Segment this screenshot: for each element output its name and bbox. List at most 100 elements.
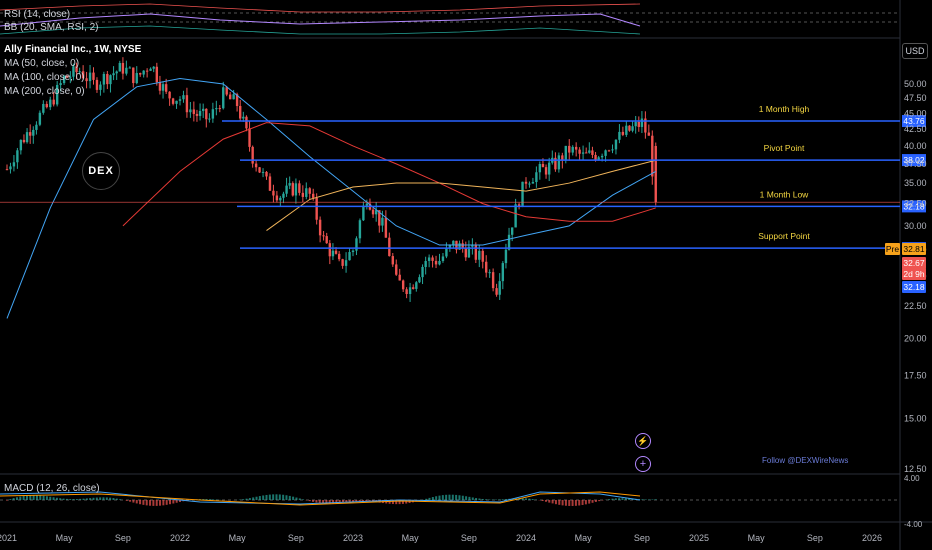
macd-histogram-bar bbox=[155, 500, 158, 506]
candle-body bbox=[25, 132, 29, 143]
macd-histogram-bar bbox=[485, 499, 488, 500]
candle-body bbox=[445, 248, 448, 257]
macd-legend[interactable]: MACD (12, 26, close) bbox=[4, 483, 100, 494]
macd-histogram-bar bbox=[322, 500, 325, 504]
level-label: 1 Month High bbox=[759, 104, 810, 114]
candle-body bbox=[272, 190, 275, 196]
candle-body bbox=[374, 210, 378, 215]
y-tick-label: 32.50 bbox=[904, 199, 927, 209]
candlestick-series bbox=[5, 57, 657, 302]
macd-histogram-bar bbox=[594, 500, 597, 502]
candle-body bbox=[149, 68, 152, 71]
candle-body bbox=[265, 171, 268, 177]
candle-body bbox=[254, 163, 258, 168]
macd-histogram-bar bbox=[165, 500, 168, 505]
candle-body bbox=[504, 249, 508, 264]
candle-body bbox=[121, 63, 125, 74]
candle-body bbox=[574, 146, 578, 150]
candle-body bbox=[158, 82, 162, 91]
candle-body bbox=[248, 128, 251, 147]
follow-text: Follow @DEXWireNews bbox=[762, 456, 849, 465]
macd-histogram-bar bbox=[265, 494, 268, 500]
candle-body bbox=[561, 155, 564, 161]
candle-body bbox=[431, 257, 434, 261]
countdown-badge: 2d 9h bbox=[902, 268, 926, 280]
macd-histogram-bar bbox=[82, 498, 85, 500]
y-tick-label: 47.50 bbox=[904, 93, 927, 103]
macd-histogram-bar bbox=[332, 500, 335, 504]
macd-histogram-bar bbox=[431, 497, 434, 500]
candle-body bbox=[78, 71, 81, 73]
macd-histogram-bar bbox=[142, 500, 145, 505]
currency-button[interactable]: USD bbox=[902, 43, 928, 59]
candle-body bbox=[568, 145, 571, 153]
candle-body bbox=[521, 181, 524, 207]
candle-body bbox=[55, 84, 59, 105]
candle-body bbox=[52, 99, 55, 105]
macd-histogram-bar bbox=[212, 499, 215, 500]
plus-event-icon[interactable]: + bbox=[635, 456, 651, 472]
x-tick-label: Sep bbox=[634, 533, 650, 543]
candle-body bbox=[109, 75, 112, 85]
x-tick-label: May bbox=[229, 533, 247, 543]
macd-histogram-bar bbox=[72, 499, 75, 500]
candle-body bbox=[401, 280, 405, 290]
macd-histogram-bar bbox=[245, 498, 248, 500]
candle-body bbox=[208, 118, 211, 120]
macd-histogram-bar bbox=[611, 498, 614, 500]
ma200-legend[interactable]: MA (200, close, 0) bbox=[4, 86, 85, 97]
candle-body bbox=[251, 146, 254, 164]
level-label: Pivot Point bbox=[764, 143, 805, 153]
candle-body bbox=[544, 167, 548, 175]
macd-histogram-bar bbox=[618, 498, 621, 500]
macd-histogram-bar bbox=[398, 500, 401, 505]
macd-histogram-bar bbox=[391, 500, 394, 505]
candle-body bbox=[507, 234, 511, 250]
candle-body bbox=[62, 75, 66, 84]
macd-histogram-bar bbox=[584, 500, 587, 505]
candle-body bbox=[351, 250, 355, 253]
candle-body bbox=[95, 79, 99, 90]
macd-histogram-bar bbox=[574, 500, 577, 506]
ma100-legend[interactable]: MA (100, close, 0) bbox=[4, 72, 85, 83]
lightning-event-icon[interactable]: ⚡ bbox=[635, 433, 651, 449]
macd-histogram-bar bbox=[205, 499, 208, 500]
macd-histogram-bar bbox=[505, 499, 508, 500]
ma50-legend[interactable]: MA (50, close, 0) bbox=[4, 58, 80, 69]
macd-histogram-bar bbox=[69, 499, 72, 500]
macd-histogram-bar bbox=[352, 500, 354, 502]
candle-body bbox=[427, 257, 431, 261]
macd-histogram-bar bbox=[561, 500, 564, 506]
candle-body bbox=[564, 145, 567, 161]
candle-body bbox=[588, 150, 591, 153]
candle-body bbox=[358, 220, 362, 239]
candle-body bbox=[145, 70, 149, 72]
candle-body bbox=[42, 103, 45, 113]
macd-histogram-bar bbox=[355, 500, 358, 502]
candle-body bbox=[604, 150, 607, 156]
bb-legend[interactable]: BB (20, SMA, RSI, 2) bbox=[4, 22, 99, 33]
candle-body bbox=[341, 259, 344, 266]
candle-body bbox=[161, 84, 165, 91]
macd-histogram-bar bbox=[85, 498, 88, 500]
macd-histogram-bar bbox=[65, 498, 68, 500]
macd-histogram-bar bbox=[55, 497, 58, 500]
rsi-legend[interactable]: RSI (14, close) bbox=[4, 9, 71, 20]
candle-body bbox=[441, 256, 445, 261]
candle-body bbox=[498, 281, 501, 295]
candle-body bbox=[315, 197, 318, 220]
candle-body bbox=[618, 131, 621, 140]
macd-histogram-bar bbox=[651, 499, 654, 500]
candle-body bbox=[279, 197, 282, 201]
macd-histogram-bar bbox=[172, 500, 175, 504]
macd-histogram-bar bbox=[564, 500, 567, 506]
y-tick-label: 22.50 bbox=[904, 301, 927, 311]
candle-body bbox=[571, 146, 574, 153]
candle-body bbox=[38, 112, 42, 125]
macd-histogram-bar bbox=[531, 499, 534, 500]
y-tick-label: 50.00 bbox=[904, 79, 927, 89]
macd-histogram-bar bbox=[501, 499, 504, 500]
macd-histogram-bar bbox=[328, 500, 331, 504]
candle-body bbox=[258, 167, 261, 173]
